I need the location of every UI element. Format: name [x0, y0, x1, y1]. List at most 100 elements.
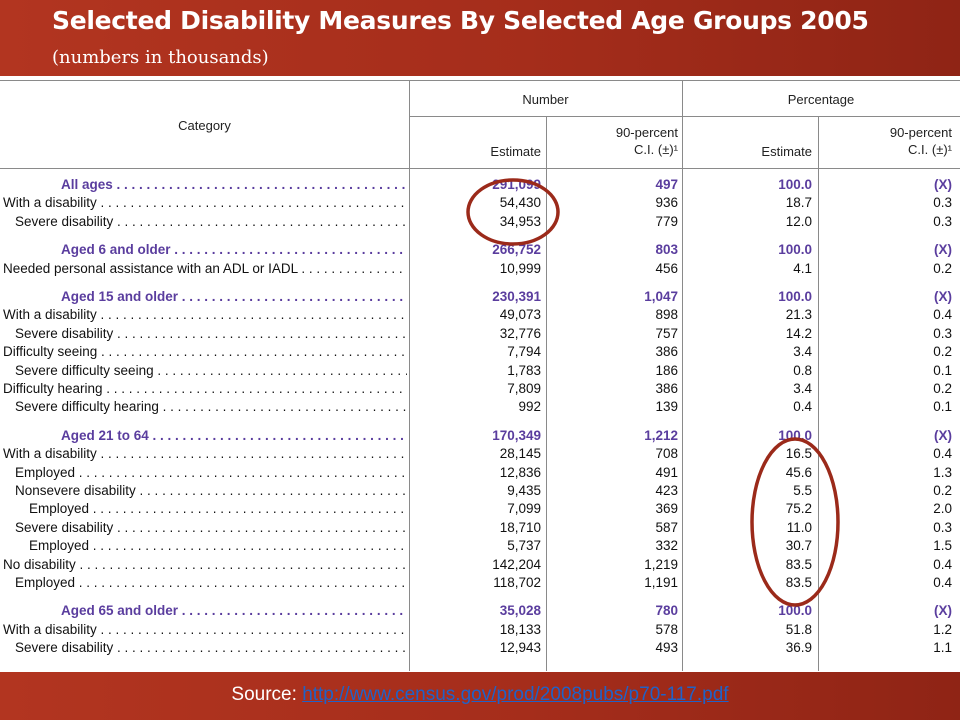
table-row: With a disability . . . . . . . . . . . …: [0, 193, 960, 212]
percentage-estimate-cell: 51.8: [785, 621, 812, 637]
percentage-ci-cell: 0.2: [933, 381, 952, 396]
category-header: Category: [178, 118, 231, 133]
percentage-ci-cell: 1.1: [933, 640, 952, 656]
number-estimate-cell: 230,391: [492, 289, 541, 304]
row-category: Severe difficulty hearing . . . . . . . …: [15, 399, 407, 415]
percentage-ci-cell: (X): [934, 603, 952, 619]
table-row: With a disability . . . . . . . . . . . …: [0, 444, 960, 463]
number-ci-cell: 386: [655, 344, 678, 360]
number-estimate-cell: 7,099: [507, 501, 541, 517]
percentage-ci-cell: 0.2: [933, 344, 952, 360]
percentage-ci-cell: 0.2: [933, 483, 952, 498]
number-ci-cell: 493: [655, 640, 678, 656]
percentage-estimate-cell: 100.0: [778, 177, 812, 192]
source-label: Source:: [231, 684, 297, 705]
number-estimate-cell: 18,133: [499, 621, 541, 637]
percentage-estimate-cell: 14.2: [785, 325, 812, 341]
row-category: Severe disability . . . . . . . . . . . …: [15, 213, 407, 229]
percentage-estimate-cell: 36.9: [785, 640, 812, 656]
disability-table: Category Number Percentage Estimate 90-p…: [0, 79, 960, 671]
number-estimate-cell: 992: [518, 399, 541, 415]
table-top-rule: [0, 80, 960, 81]
table-row: Severe disability . . . . . . . . . . . …: [0, 638, 960, 657]
number-ci-cell: 779: [655, 213, 678, 229]
table-row: Severe disability . . . . . . . . . . . …: [0, 518, 960, 537]
table-row: Employed . . . . . . . . . . . . . . . .…: [0, 463, 960, 482]
percentage-ci-cell: (X): [934, 289, 952, 304]
number-estimate-cell: 35,028: [499, 603, 541, 619]
number-ci-cell: 1,212: [644, 427, 678, 443]
number-estimate-cell: 49,073: [499, 307, 541, 323]
number-estimate-cell: 28,145: [499, 446, 541, 462]
number-ci-cell: 1,191: [644, 575, 678, 590]
row-category: Severe disability . . . . . . . . . . . …: [15, 640, 407, 656]
number-ci-cell: 497: [655, 177, 678, 192]
number-estimate-cell: 54,430: [499, 195, 541, 211]
number-estimate-cell: 32,776: [499, 325, 541, 341]
percentage-ci-cell: 0.4: [933, 446, 952, 462]
table-group-row: Aged 21 to 64 . . . . . . . . . . . . . …: [0, 426, 960, 445]
row-category: Employed . . . . . . . . . . . . . . . .…: [15, 575, 407, 590]
number-ci-cell: 423: [655, 483, 678, 498]
percentage-ci-cell: 0.3: [933, 325, 952, 341]
footer-band: [0, 672, 960, 720]
percentage-subcolumn-divider: [818, 116, 819, 671]
row-category: Aged 21 to 64 . . . . . . . . . . . . . …: [61, 427, 407, 443]
number-estimate-cell: 12,943: [499, 640, 541, 656]
percentage-estimate-cell: 30.7: [785, 538, 812, 554]
number-estimate-cell: 266,752: [492, 242, 541, 258]
number-estimate-cell: 10,999: [499, 260, 541, 276]
row-category: Aged 15 and older . . . . . . . . . . . …: [61, 289, 407, 304]
number-ci-cell: 780: [655, 603, 678, 619]
percentage-ci-cell: (X): [934, 242, 952, 258]
number-ci-cell: 369: [655, 501, 678, 517]
table-row: Severe difficulty seeing . . . . . . . .…: [0, 361, 960, 380]
table-group-row: Aged 6 and older . . . . . . . . . . . .…: [0, 240, 960, 259]
slide-subtitle: (numbers in thousands): [52, 47, 269, 68]
table-row: Employed . . . . . . . . . . . . . . . .…: [0, 573, 960, 592]
percentage-ci-cell: 0.3: [933, 519, 952, 535]
group-header-rule: [409, 116, 960, 117]
row-category: Severe disability . . . . . . . . . . . …: [15, 325, 407, 341]
table-row: With a disability . . . . . . . . . . . …: [0, 305, 960, 324]
number-ci-cell: 139: [655, 399, 678, 415]
table-row: Needed personal assistance with an ADL o…: [0, 259, 960, 278]
table-row: Severe disability . . . . . . . . . . . …: [0, 212, 960, 231]
number-estimate-cell: 34,953: [499, 213, 541, 229]
percentage-group-header: Percentage: [787, 92, 855, 107]
slide-title: Selected Disability Measures By Selected…: [52, 6, 869, 35]
percentage-estimate-cell: 45.6: [785, 464, 812, 480]
percentage-estimate-cell: 3.4: [793, 381, 812, 396]
row-category: With a disability . . . . . . . . . . . …: [3, 621, 407, 637]
source-link[interactable]: http://www.census.gov/prod/2008pubs/p70-…: [302, 684, 729, 705]
number-estimate-cell: 1,783: [507, 362, 541, 378]
row-category: With a disability . . . . . . . . . . . …: [3, 195, 407, 211]
percentage-ci-header-line1: 90-percent: [889, 125, 952, 140]
percentage-estimate-cell: 83.5: [785, 556, 812, 572]
table-row: Severe difficulty hearing . . . . . . . …: [0, 397, 960, 416]
number-ci-cell: 708: [655, 446, 678, 462]
number-ci-cell: 578: [655, 621, 678, 637]
row-category: Needed personal assistance with an ADL o…: [3, 260, 407, 276]
percentage-ci-cell: (X): [934, 177, 952, 192]
number-ci-cell: 1,047: [644, 289, 678, 304]
number-estimate-cell: 12,836: [499, 464, 541, 480]
percentage-group-divider: [682, 80, 683, 671]
number-ci-cell: 186: [655, 362, 678, 378]
percentage-estimate-header: Estimate: [761, 144, 812, 159]
table-row: Difficulty hearing . . . . . . . . . . .…: [0, 379, 960, 398]
number-ci-cell: 936: [655, 195, 678, 211]
table-group-row: All ages . . . . . . . . . . . . . . . .…: [0, 175, 960, 194]
percentage-estimate-cell: 0.8: [793, 362, 812, 378]
number-ci-cell: 757: [655, 325, 678, 341]
number-ci-header-line1: 90-percent: [615, 125, 678, 140]
percentage-ci-cell: 0.2: [933, 260, 952, 276]
percentage-estimate-cell: 3.4: [793, 344, 812, 360]
percentage-estimate-cell: 21.3: [785, 307, 812, 323]
title-band: Selected Disability Measures By Selected…: [0, 0, 960, 76]
percentage-ci-cell: 0.4: [933, 556, 952, 572]
percentage-ci-cell: 1.3: [933, 464, 952, 480]
percentage-ci-header-line2: C.I. (±)¹: [908, 142, 952, 157]
number-estimate-cell: 7,809: [507, 381, 541, 396]
row-category: Aged 65 and older . . . . . . . . . . . …: [61, 603, 407, 619]
